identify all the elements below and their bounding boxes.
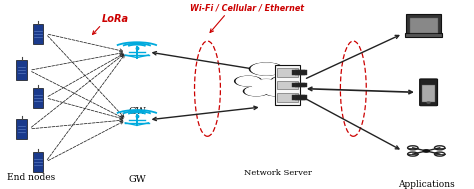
Bar	[295, 83, 307, 88]
Text: End nodes: End nodes	[7, 173, 55, 182]
Circle shape	[423, 150, 429, 152]
FancyBboxPatch shape	[419, 79, 438, 106]
FancyBboxPatch shape	[274, 65, 301, 105]
Text: GW: GW	[128, 175, 146, 184]
Text: Applications: Applications	[398, 180, 455, 189]
FancyBboxPatch shape	[407, 14, 441, 34]
Bar	[276, 93, 298, 101]
Circle shape	[245, 87, 267, 96]
Circle shape	[234, 76, 263, 87]
Text: Network Server: Network Server	[244, 169, 312, 177]
Bar	[33, 88, 43, 108]
Circle shape	[263, 86, 290, 97]
Text: Wi-Fi / Cellular / Ethernet: Wi-Fi / Cellular / Ethernet	[191, 4, 304, 12]
Bar	[276, 68, 298, 77]
Text: LoRa: LoRa	[101, 14, 129, 24]
Bar	[295, 70, 307, 75]
Circle shape	[236, 77, 260, 86]
Circle shape	[272, 77, 296, 86]
FancyBboxPatch shape	[405, 33, 443, 37]
Bar	[33, 24, 43, 44]
Circle shape	[265, 87, 287, 96]
Bar	[17, 60, 27, 80]
Circle shape	[270, 76, 299, 87]
Bar	[33, 152, 43, 172]
Circle shape	[251, 63, 282, 75]
Bar	[292, 70, 305, 75]
Text: GW: GW	[128, 107, 146, 116]
Bar	[295, 95, 307, 100]
Bar	[292, 83, 305, 88]
Circle shape	[243, 86, 270, 97]
Bar	[17, 119, 27, 139]
Bar	[292, 95, 305, 100]
Circle shape	[249, 62, 284, 76]
Circle shape	[427, 102, 430, 103]
FancyBboxPatch shape	[410, 18, 438, 33]
Circle shape	[252, 80, 280, 91]
FancyBboxPatch shape	[422, 85, 435, 102]
Bar	[276, 81, 298, 89]
Circle shape	[250, 79, 283, 91]
